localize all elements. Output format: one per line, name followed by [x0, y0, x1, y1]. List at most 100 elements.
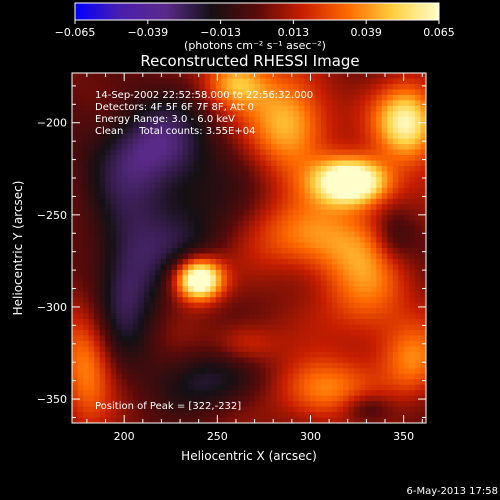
heatmap-cell — [154, 144, 161, 150]
heatmap-cell — [359, 100, 366, 107]
heatmap-cell — [210, 204, 217, 211]
heatmap-cell — [105, 144, 112, 150]
heatmap-cell — [138, 122, 145, 129]
heatmap-cell — [381, 308, 388, 315]
heatmap-cell — [409, 94, 416, 101]
heatmap-cell — [232, 346, 239, 353]
heatmap-cell — [188, 264, 195, 271]
heatmap-cell — [237, 351, 244, 358]
heatmap-cell — [326, 198, 333, 205]
heatmap-cell — [343, 78, 349, 85]
heatmap-cell — [166, 401, 172, 407]
heatmap-cell — [177, 291, 184, 298]
heatmap-cell — [166, 111, 172, 118]
heatmap-cell — [199, 116, 206, 123]
heatmap-cell — [293, 231, 300, 238]
heatmap-cell — [282, 155, 289, 161]
heatmap-cell — [420, 100, 427, 107]
heatmap-cell — [392, 149, 399, 156]
heatmap-cell — [287, 198, 294, 205]
heatmap-cell — [304, 275, 311, 282]
heatmap-cell — [348, 373, 355, 380]
heatmap-cell — [376, 94, 383, 101]
heatmap-cell — [160, 215, 167, 222]
heatmap-cell — [387, 390, 394, 397]
heatmap-cell — [398, 237, 405, 243]
heatmap-cell — [243, 346, 250, 353]
heatmap-cell — [337, 73, 344, 79]
heatmap-cell — [331, 144, 338, 150]
heatmap-cell — [370, 155, 377, 161]
heatmap-cell — [188, 89, 195, 96]
heatmap-cell — [282, 160, 289, 167]
colorbar: −0.065 −0.039 −0.013 0.013 0.039 0.065 (photo… — [55, 2, 455, 52]
heatmap-cell — [171, 83, 178, 90]
heatmap-cell — [309, 264, 316, 271]
heatmap-cell — [199, 351, 206, 358]
heatmap-cell — [376, 412, 383, 418]
heatmap-cell — [110, 83, 117, 90]
heatmap-cell — [315, 362, 322, 369]
heatmap-cell — [226, 209, 233, 216]
heatmap-cell — [88, 122, 95, 129]
heatmap-cell — [398, 182, 405, 189]
heatmap-cell — [403, 324, 410, 331]
heatmap-cell — [182, 122, 189, 129]
heatmap-cell — [149, 373, 156, 380]
heatmap-cell — [392, 83, 399, 90]
heatmap-cell — [376, 319, 383, 325]
heatmap-cell — [193, 373, 200, 380]
heatmap-cell — [160, 390, 167, 397]
heatmap-cell — [105, 73, 112, 79]
heatmap-cell — [420, 198, 427, 205]
heatmap-cell — [199, 160, 206, 167]
heatmap-cell — [409, 324, 416, 331]
heatmap-cell — [359, 215, 366, 222]
heatmap-cell — [320, 198, 327, 205]
heatmap-cell — [237, 324, 244, 331]
colorbar-tick-label: −0.013 — [200, 26, 241, 39]
heatmap-cell — [370, 193, 377, 200]
heatmap-cell — [204, 248, 211, 254]
heatmap-cell — [348, 155, 355, 161]
heatmap-cell — [94, 111, 101, 118]
heatmap-cell — [359, 395, 366, 402]
heatmap-cell — [199, 286, 206, 293]
heatmap-cell — [304, 324, 311, 331]
heatmap-cell — [354, 313, 361, 320]
heatmap-cell — [409, 357, 416, 364]
heatmap-cell — [320, 346, 327, 353]
heatmap-cell — [348, 171, 355, 178]
heatmap-cell — [171, 111, 178, 118]
heatmap-cell — [177, 412, 184, 418]
heatmap-cell — [414, 253, 421, 260]
heatmap-cell — [326, 231, 333, 238]
heatmap-cell — [337, 401, 344, 407]
heatmap-cell — [271, 127, 278, 134]
heatmap-cell — [77, 160, 84, 167]
heatmap-cell — [276, 297, 283, 304]
heatmap-cell — [271, 187, 278, 194]
heatmap-cell — [182, 160, 189, 167]
heatmap-cell — [276, 379, 283, 386]
heatmap-cell — [188, 220, 195, 227]
heatmap-cell — [105, 149, 112, 156]
heatmap-cell — [77, 83, 84, 90]
heatmap-cell — [376, 275, 383, 282]
heatmap-cell — [326, 160, 333, 167]
heatmap-cell — [149, 237, 156, 243]
heatmap-cell — [138, 275, 145, 282]
heatmap-cell — [160, 171, 167, 178]
heatmap-cell — [110, 122, 117, 129]
heatmap-cell — [298, 335, 305, 342]
heatmap-cell — [138, 417, 145, 424]
heatmap-cell — [392, 198, 399, 205]
heatmap-cell — [359, 193, 366, 200]
heatmap-cell — [331, 313, 338, 320]
heatmap-cell — [326, 275, 333, 282]
heatmap-cell — [232, 83, 239, 90]
heatmap-cell — [232, 340, 239, 347]
heatmap-cell — [315, 83, 322, 90]
heatmap-cell — [287, 253, 294, 260]
